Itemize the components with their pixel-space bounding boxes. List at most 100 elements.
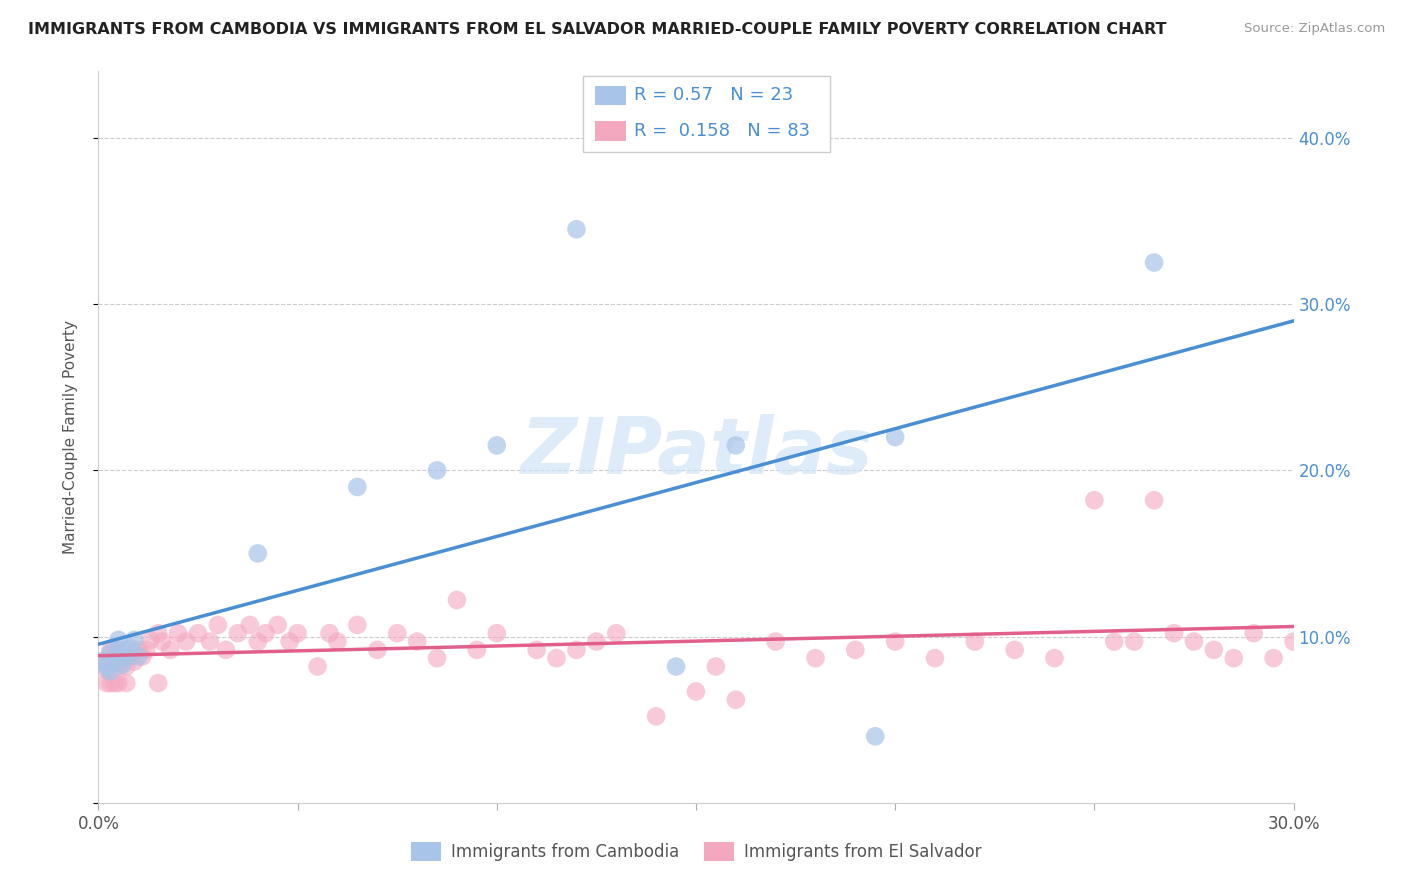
Point: [148, 676, 170, 690]
Point: [98, 646, 122, 660]
Point: [124, 655, 146, 669]
Point: [366, 643, 388, 657]
Point: [406, 634, 429, 648]
Point: [98, 649, 122, 664]
Point: [1143, 255, 1166, 269]
Point: [1362, 651, 1385, 665]
Point: [246, 546, 269, 560]
Point: [526, 643, 548, 657]
Point: [239, 618, 262, 632]
Point: [546, 651, 568, 665]
Point: [1263, 651, 1285, 665]
Point: [131, 649, 153, 664]
Point: [127, 643, 149, 657]
Point: [446, 593, 468, 607]
Point: [278, 634, 301, 648]
Point: [963, 634, 986, 648]
Point: [107, 632, 129, 647]
Point: [120, 649, 142, 664]
Point: [1163, 626, 1185, 640]
Point: [198, 634, 221, 648]
Point: [98, 676, 122, 690]
Point: [103, 643, 125, 657]
Point: [115, 659, 138, 673]
Point: [107, 659, 129, 673]
Text: R =  0.158   N = 83: R = 0.158 N = 83: [634, 122, 810, 140]
Point: [207, 618, 229, 632]
Point: [724, 692, 747, 706]
Point: [1223, 651, 1246, 665]
Point: [96, 663, 118, 677]
Point: [665, 659, 688, 673]
Point: [115, 676, 138, 690]
Point: [1104, 634, 1126, 648]
Text: Source: ZipAtlas.com: Source: ZipAtlas.com: [1244, 22, 1385, 36]
Point: [346, 618, 368, 632]
Point: [426, 463, 449, 477]
Point: [385, 626, 409, 640]
Point: [1004, 643, 1026, 657]
Point: [1043, 651, 1066, 665]
Point: [135, 643, 157, 657]
Point: [884, 634, 907, 648]
Point: [107, 676, 129, 690]
Point: [96, 659, 118, 673]
Point: [226, 626, 249, 640]
Y-axis label: Married-Couple Family Poverty: Married-Couple Family Poverty: [63, 320, 77, 554]
Point: [865, 729, 887, 743]
Point: [1182, 634, 1205, 648]
Point: [124, 632, 146, 647]
Point: [1282, 634, 1305, 648]
Point: [346, 480, 368, 494]
Point: [167, 626, 190, 640]
Point: [98, 665, 122, 679]
Legend: Immigrants from Cambodia, Immigrants from El Salvador: Immigrants from Cambodia, Immigrants fro…: [404, 835, 988, 868]
Point: [485, 626, 508, 640]
Point: [1382, 643, 1405, 657]
Point: [1243, 626, 1265, 640]
Point: [884, 430, 907, 444]
Point: [1083, 493, 1105, 508]
Point: [1302, 484, 1324, 499]
Point: [844, 643, 866, 657]
Point: [103, 676, 125, 690]
Point: [765, 634, 787, 648]
Point: [120, 641, 142, 656]
Text: ZIPatlas: ZIPatlas: [520, 414, 872, 490]
Point: [107, 643, 129, 657]
Point: [150, 634, 173, 648]
Point: [111, 657, 134, 672]
Point: [187, 626, 209, 640]
Point: [91, 655, 114, 669]
Point: [645, 709, 668, 723]
Point: [246, 634, 269, 648]
Point: [159, 643, 181, 657]
Point: [724, 438, 747, 452]
Point: [148, 626, 170, 640]
Point: [426, 651, 449, 665]
Point: [254, 626, 277, 640]
Point: [98, 643, 122, 657]
Point: [465, 643, 488, 657]
Point: [91, 655, 114, 669]
Point: [111, 643, 134, 657]
Point: [107, 649, 129, 664]
Point: [139, 632, 162, 647]
Text: R = 0.57   N = 23: R = 0.57 N = 23: [634, 87, 793, 104]
Point: [704, 659, 727, 673]
Point: [924, 651, 946, 665]
Point: [318, 626, 340, 640]
Point: [103, 655, 125, 669]
Point: [96, 676, 118, 690]
Point: [1123, 634, 1146, 648]
Point: [267, 618, 290, 632]
Point: [565, 643, 588, 657]
Point: [103, 656, 125, 670]
Point: [326, 634, 349, 648]
Point: [127, 649, 149, 664]
Point: [111, 655, 134, 669]
Point: [565, 222, 588, 236]
Point: [485, 438, 508, 452]
Point: [1322, 626, 1344, 640]
Point: [287, 626, 309, 640]
